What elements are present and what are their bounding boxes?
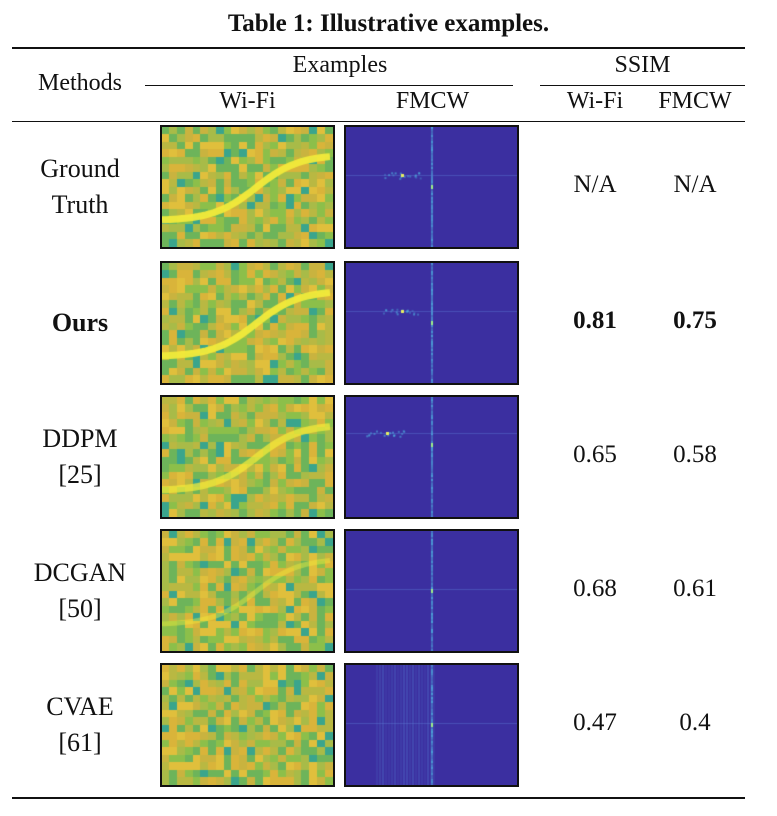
- method-name: CVAE: [46, 692, 114, 721]
- ssim-wifi-value: 0.68: [573, 575, 617, 602]
- wifi-heatmap-image: [160, 125, 335, 249]
- top-rule: [12, 47, 745, 49]
- header-methods: Methods: [38, 70, 122, 96]
- fmcw-spectrum-image: [344, 125, 519, 249]
- wifi-heatmap-image: [160, 395, 335, 519]
- method-label: DCGAN [50]: [10, 555, 150, 627]
- fmcw-spectrum-image: [344, 529, 519, 653]
- header-rule: [12, 121, 745, 122]
- method-reference: [61]: [58, 728, 102, 757]
- ssim-wifi-value: 0.65: [573, 441, 617, 468]
- header-ssim: SSIM: [614, 52, 671, 78]
- subheader-ssim-wifi: Wi-Fi: [566, 88, 624, 114]
- header-examples: Examples: [292, 52, 388, 78]
- ssim-fmcw-value: 0.75: [673, 307, 717, 334]
- subheader-examples-fmcw: FMCW: [395, 88, 470, 114]
- method-reference: [25]: [58, 460, 102, 489]
- method-name: Ground: [40, 154, 120, 183]
- method-label: Ours: [10, 305, 150, 341]
- wifi-heatmap-image: [160, 261, 335, 385]
- table-caption: Table 1: Illustrative examples.: [227, 10, 550, 37]
- fmcw-spectrum-image: [344, 261, 519, 385]
- method-name: DCGAN: [33, 558, 127, 587]
- ssim-wifi-value: 0.47: [573, 709, 617, 736]
- method-name: Ours: [51, 308, 109, 337]
- examples-underline: [145, 85, 513, 86]
- subheader-ssim-fmcw: FMCW: [658, 88, 732, 114]
- method-reference: Truth: [51, 190, 109, 219]
- method-label: Ground Truth: [10, 151, 150, 223]
- method-label: CVAE [61]: [10, 689, 150, 761]
- method-label: DDPM [25]: [10, 421, 150, 493]
- ssim-wifi-value: 0.81: [573, 307, 617, 334]
- fmcw-spectrum-image: [344, 663, 519, 787]
- wifi-heatmap-image: [160, 663, 335, 787]
- subheader-examples-wifi: Wi-Fi: [219, 88, 276, 114]
- ssim-fmcw-value: 0.58: [673, 441, 717, 468]
- ssim-wifi-value: N/A: [573, 171, 617, 198]
- method-reference: [50]: [58, 594, 102, 623]
- wifi-heatmap-image: [160, 529, 335, 653]
- bottom-rule: [12, 797, 745, 799]
- method-name: DDPM: [42, 424, 118, 453]
- ssim-fmcw-value: 0.61: [673, 575, 717, 602]
- ssim-fmcw-value: 0.4: [679, 709, 711, 736]
- fmcw-spectrum-image: [344, 395, 519, 519]
- ssim-fmcw-value: N/A: [673, 171, 717, 198]
- ssim-underline: [540, 85, 745, 86]
